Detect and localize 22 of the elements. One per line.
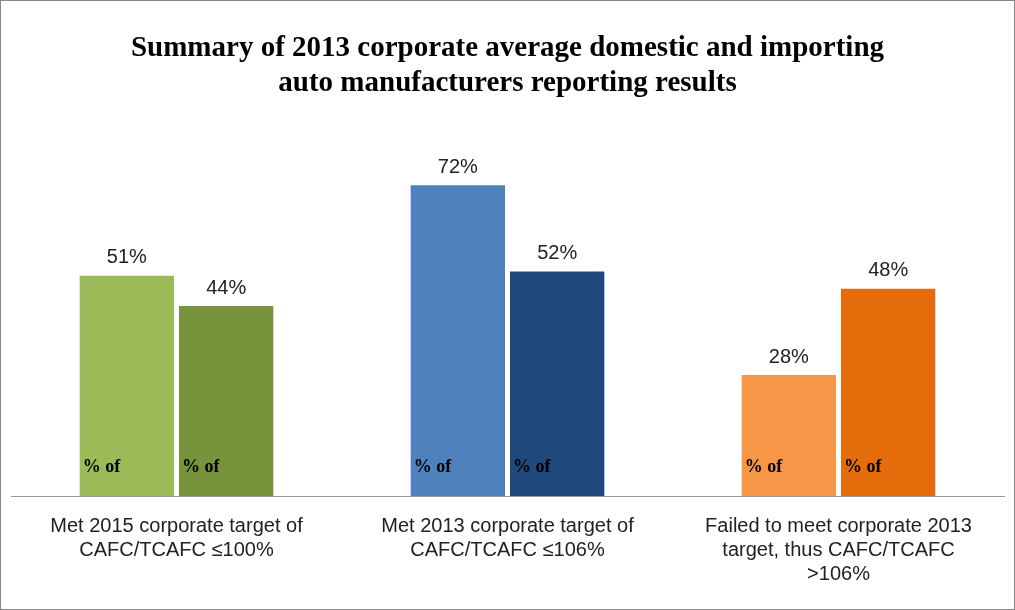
- text: % of: [843, 455, 882, 476]
- series-label: % of: [82, 455, 122, 476]
- bar: [840, 288, 936, 496]
- x-tick-label: Met 2013 corporate target of CAFC/TCAFC ≤106%: [381, 513, 635, 560]
- x-tick-label: Met 2015 corporate target of CAFC/TCAFC ≤100%: [50, 513, 304, 560]
- bar: [178, 306, 274, 496]
- bar: [741, 375, 837, 496]
- data-label: 51%: [106, 245, 148, 268]
- data-label: 44%: [206, 275, 247, 298]
- series-label: % of: [181, 455, 221, 476]
- x-tick-label: Failed to meet corporate 2013 target, thus CAFC/TCAFC >106%: [705, 513, 972, 584]
- data-label: 28%: [768, 344, 810, 367]
- bar: [410, 185, 506, 496]
- bar: [509, 271, 605, 496]
- text: % of: [744, 455, 783, 476]
- text: % of: [413, 455, 452, 476]
- chart-title: Summary of 2013 corporate average domestic and importing auto manufacturers reporting results: [130, 29, 885, 97]
- text: % of: [512, 455, 551, 476]
- data-label: 48%: [868, 258, 909, 281]
- bar: [79, 275, 175, 496]
- data-label: 72%: [437, 154, 479, 177]
- data-label: 52%: [537, 241, 578, 264]
